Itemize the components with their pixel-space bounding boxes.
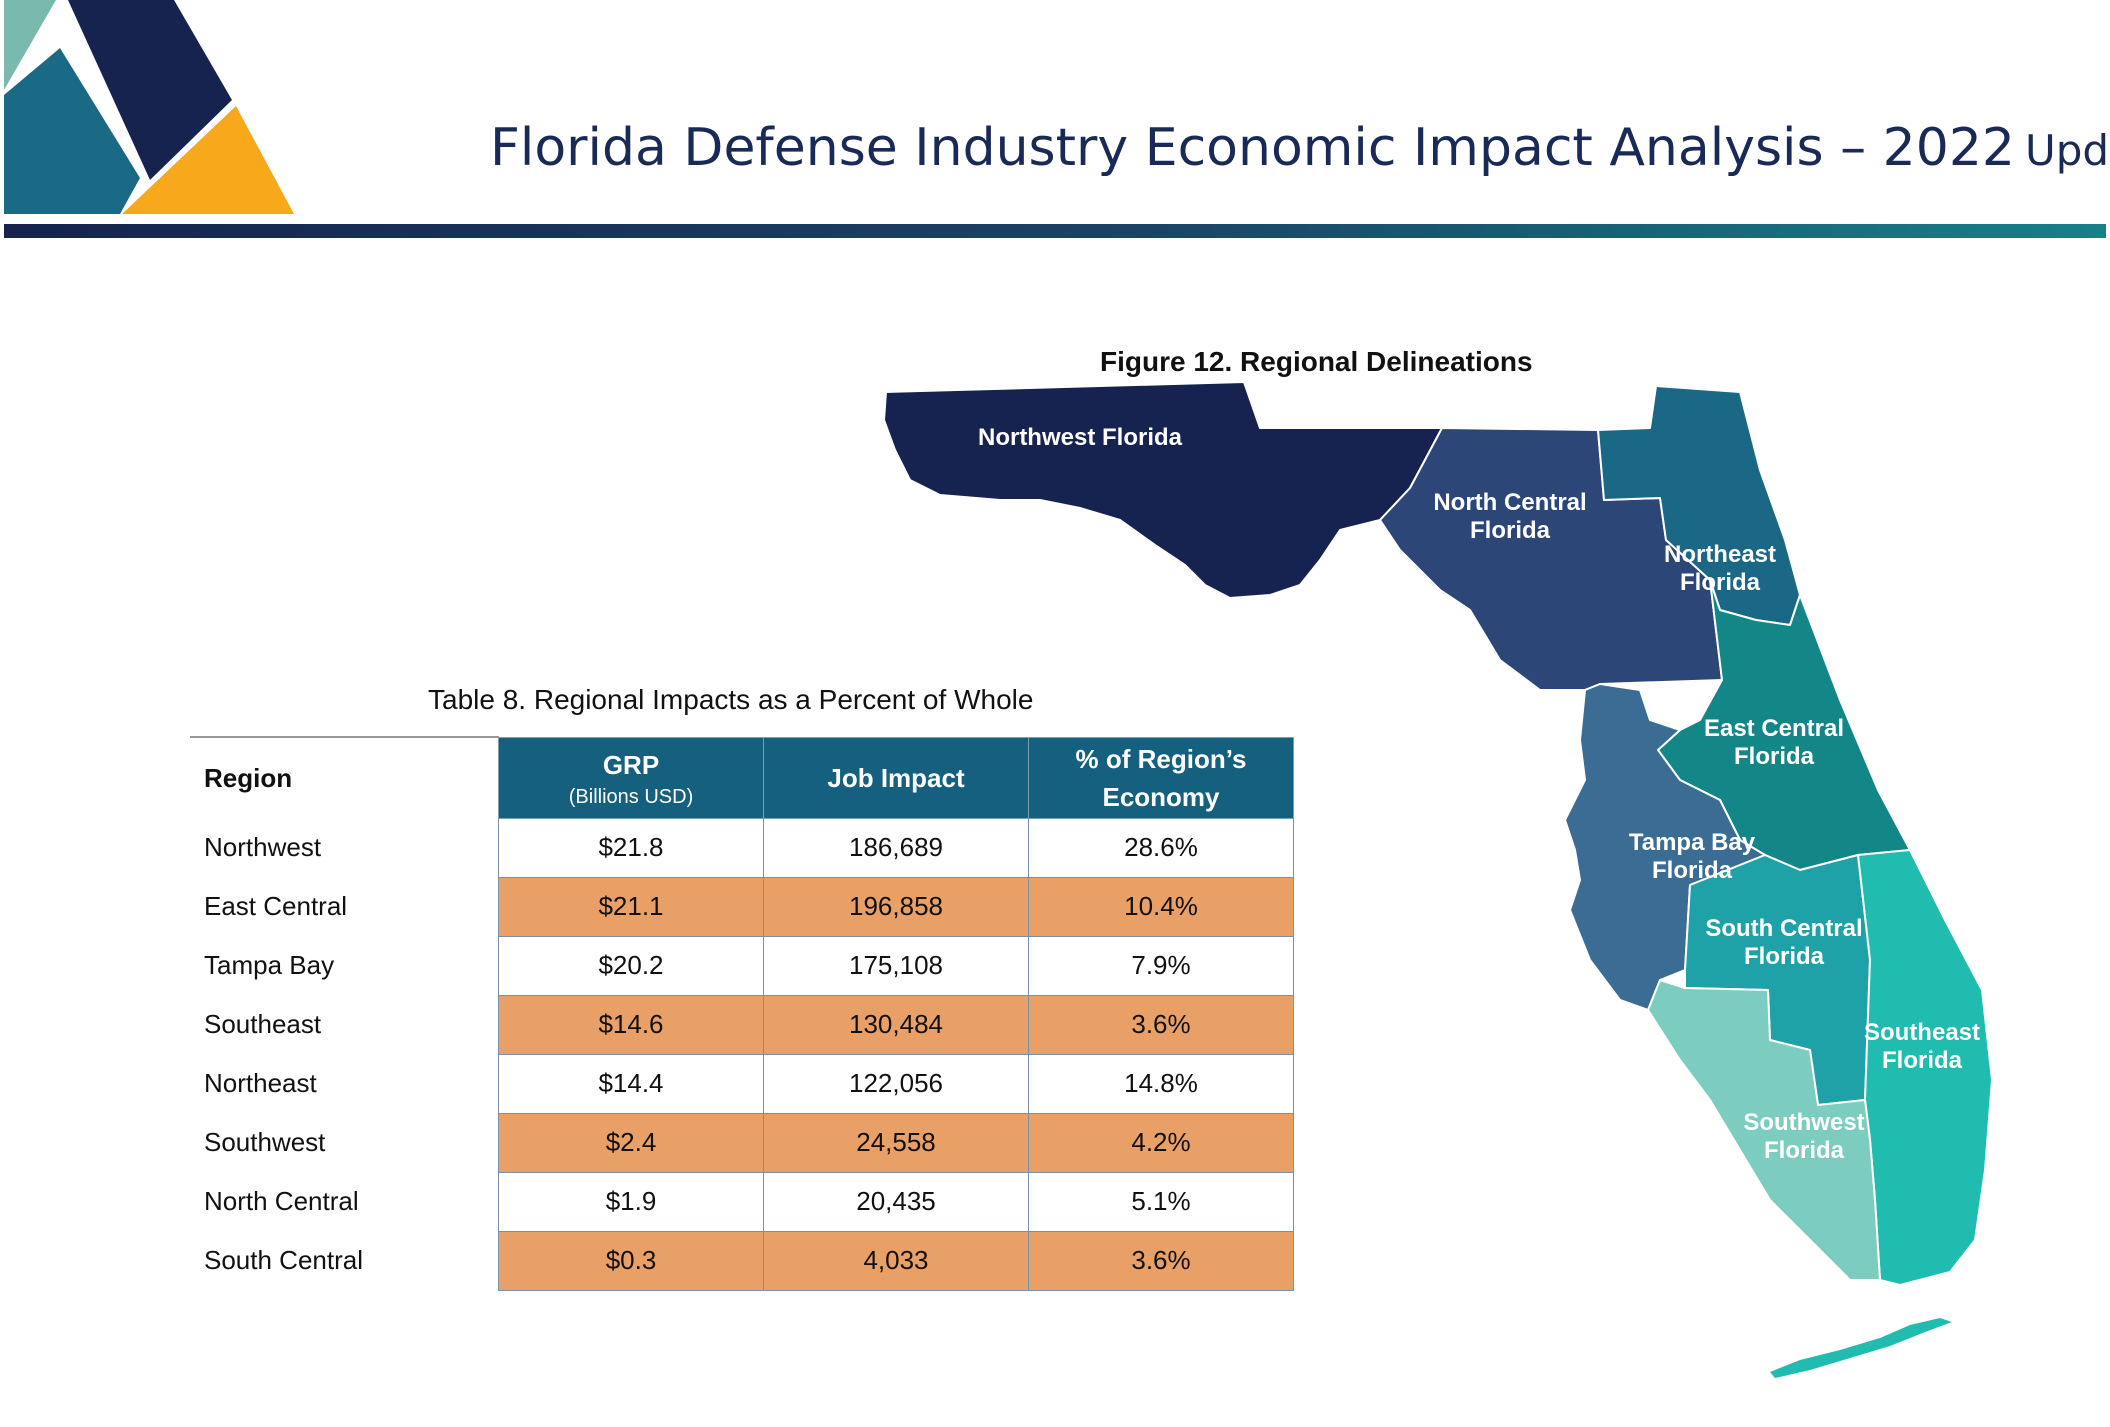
label-southeast-1: Southeast [1864, 1019, 1980, 1046]
label-northeast-1: Northeast [1664, 541, 1776, 568]
table-row: Northeast $14.4 122,056 14.8% [190, 1053, 1294, 1114]
table-row: Northwest $21.8 186,689 28.6% [190, 817, 1294, 878]
document-title-main: Florida Defense Industry Economic Impact… [490, 118, 2015, 178]
table-caption: Table 8. Regional Impacts as a Percent o… [428, 684, 1034, 715]
header-pct-line2: Economy [1102, 781, 1220, 812]
label-north-central-1: North Central [1433, 489, 1586, 516]
table-row: South Central $0.3 4,033 3.6% [190, 1230, 1294, 1291]
cell-pct: 5.1% [1028, 1171, 1294, 1232]
cell-region: Northeast [204, 1068, 317, 1098]
cell-region: Tampa Bay [204, 950, 335, 980]
logo-dark-shard [68, 0, 232, 180]
table-header-row: Region GRP (Billions USD) Job Impact % o… [190, 736, 1294, 819]
table-row: North Central $1.9 20,435 5.1% [190, 1171, 1294, 1232]
cell-job-impact: 130,484 [763, 994, 1029, 1055]
cell-job-impact: 20,435 [763, 1171, 1029, 1232]
label-tampa-bay-2: Florida [1652, 857, 1733, 884]
table-row: Tampa Bay $20.2 175,108 7.9% [190, 935, 1294, 996]
document-title: Florida Defense Industry Economic Impact… [490, 118, 2110, 178]
header-region: Region [190, 736, 499, 818]
header-grp-label: GRP [602, 749, 660, 780]
cell-grp: $1.9 [498, 1171, 764, 1232]
cell-job-impact: 24,558 [763, 1112, 1029, 1173]
cell-region: North Central [204, 1186, 359, 1216]
cell-grp: $2.4 [498, 1112, 764, 1173]
label-south-central-1: South Central [1705, 915, 1862, 942]
florida-keys [1770, 1318, 1952, 1378]
logo-teal-shard [4, 48, 140, 214]
cell-grp: $14.6 [498, 994, 764, 1055]
label-southwest-1: Southwest [1743, 1109, 1864, 1136]
region-northwest [883, 381, 1443, 599]
cell-job-impact: 4,033 [763, 1230, 1029, 1291]
regional-impacts-table: Region GRP (Billions USD) Job Impact % o… [190, 736, 1294, 1291]
region-labels: Northwest Florida North Central Florida … [978, 424, 1980, 1164]
cell-region: Southeast [204, 1009, 322, 1039]
label-southwest-2: Florida [1764, 1137, 1845, 1164]
cell-pct: 7.9% [1028, 935, 1294, 996]
cell-pct: 3.6% [1028, 994, 1294, 1055]
document-title-suffix: Update [2025, 126, 2110, 175]
label-east-central-1: East Central [1704, 715, 1844, 742]
header-job-impact: Job Impact [763, 736, 1029, 819]
cell-grp: $0.3 [498, 1230, 764, 1291]
florida-region-map: Northwest Florida North Central Florida … [883, 381, 1993, 1378]
cell-job-impact: 186,689 [763, 817, 1029, 878]
cell-grp: $21.1 [498, 876, 764, 937]
label-north-central-2: Florida [1470, 517, 1551, 544]
cell-pct: 4.2% [1028, 1112, 1294, 1173]
header-divider [4, 224, 2106, 238]
label-northwest-florida: Northwest Florida [978, 424, 1183, 451]
cell-grp: $20.2 [498, 935, 764, 996]
table-row: Southeast $14.6 130,484 3.6% [190, 994, 1294, 1055]
cell-region: Northwest [204, 832, 322, 862]
header-grp-unit: (Billions USD) [568, 785, 694, 808]
cell-region: East Central [204, 891, 348, 921]
cell-grp: $14.4 [498, 1053, 764, 1114]
logo-orange-shard [122, 106, 294, 214]
cell-job-impact: 175,108 [763, 935, 1029, 996]
label-east-central-2: Florida [1734, 743, 1815, 770]
region-southwest [1647, 979, 1881, 1281]
logo-light-shard [4, 0, 56, 90]
label-south-central-2: Florida [1744, 943, 1825, 970]
cell-job-impact: 196,858 [763, 876, 1029, 937]
cell-region: South Central [204, 1245, 363, 1275]
cell-region: Southwest [204, 1127, 326, 1157]
table-row: Southwest $2.4 24,558 4.2% [190, 1112, 1294, 1173]
figure-caption: Figure 12. Regional Delineations [1100, 346, 1533, 377]
cell-grp: $21.8 [498, 817, 764, 878]
cell-pct: 28.6% [1028, 817, 1294, 878]
brand-logo [4, 0, 294, 214]
cell-pct: 14.8% [1028, 1053, 1294, 1114]
cell-pct: 10.4% [1028, 876, 1294, 937]
cell-job-impact: 122,056 [763, 1053, 1029, 1114]
header-pct-economy: % of Region’s Economy [1028, 736, 1294, 819]
label-tampa-bay-1: Tampa Bay [1629, 829, 1756, 856]
header-pct-line1: % of Region’s [1075, 743, 1247, 774]
table-row: East Central $21.1 196,858 10.4% [190, 876, 1294, 937]
cell-pct: 3.6% [1028, 1230, 1294, 1291]
label-northeast-2: Florida [1680, 569, 1761, 596]
label-southeast-2: Florida [1882, 1047, 1963, 1074]
header-grp: GRP (Billions USD) [498, 736, 764, 819]
